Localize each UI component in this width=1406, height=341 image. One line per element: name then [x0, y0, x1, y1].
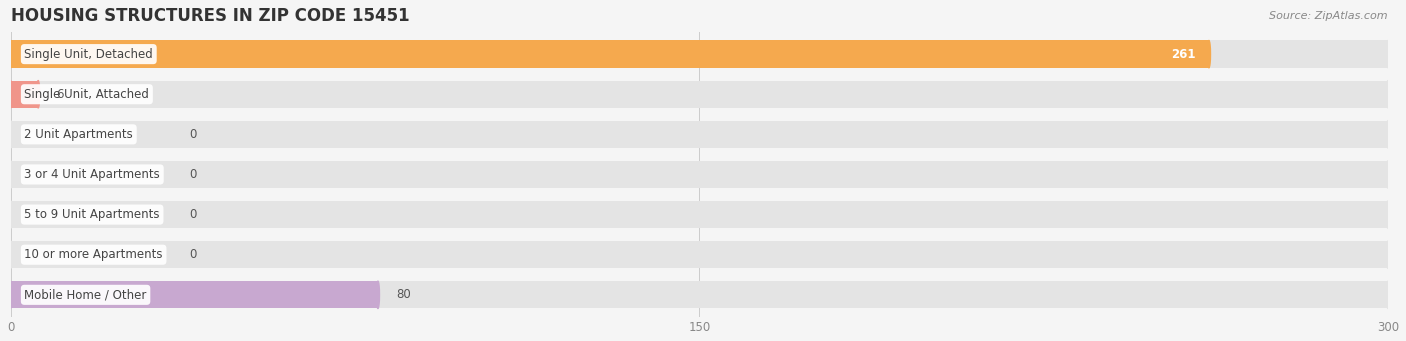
Circle shape [1386, 281, 1389, 309]
Text: 261: 261 [1171, 48, 1195, 61]
Circle shape [8, 281, 13, 309]
Circle shape [37, 80, 39, 108]
Circle shape [8, 161, 13, 188]
Circle shape [1386, 121, 1389, 148]
Text: 0: 0 [190, 208, 197, 221]
Text: 80: 80 [396, 288, 411, 301]
Circle shape [1386, 80, 1389, 108]
Circle shape [8, 281, 13, 309]
Circle shape [1386, 161, 1389, 188]
Bar [11, 161, 1388, 188]
Bar [11, 281, 378, 309]
Circle shape [8, 41, 13, 68]
Text: 5 to 9 Unit Apartments: 5 to 9 Unit Apartments [24, 208, 160, 221]
Circle shape [8, 80, 13, 108]
Bar [11, 241, 1388, 268]
Circle shape [1386, 201, 1389, 228]
Text: Single Unit, Attached: Single Unit, Attached [24, 88, 149, 101]
Circle shape [1386, 41, 1389, 68]
Text: 2 Unit Apartments: 2 Unit Apartments [24, 128, 134, 141]
Circle shape [8, 121, 13, 148]
Bar [11, 281, 1388, 309]
Text: 6: 6 [56, 88, 65, 101]
Text: 0: 0 [190, 128, 197, 141]
Circle shape [1208, 41, 1211, 68]
Text: Source: ZipAtlas.com: Source: ZipAtlas.com [1270, 11, 1388, 21]
Circle shape [1386, 241, 1389, 268]
Text: HOUSING STRUCTURES IN ZIP CODE 15451: HOUSING STRUCTURES IN ZIP CODE 15451 [11, 7, 409, 25]
Bar [11, 201, 1388, 228]
Bar [11, 41, 1388, 68]
Text: 0: 0 [190, 168, 197, 181]
Text: 3 or 4 Unit Apartments: 3 or 4 Unit Apartments [24, 168, 160, 181]
Bar [11, 121, 1388, 148]
Text: Single Unit, Detached: Single Unit, Detached [24, 48, 153, 61]
Text: 10 or more Apartments: 10 or more Apartments [24, 248, 163, 261]
Text: Mobile Home / Other: Mobile Home / Other [24, 288, 146, 301]
Circle shape [8, 41, 13, 68]
Bar [11, 41, 1209, 68]
Circle shape [8, 241, 13, 268]
Circle shape [8, 201, 13, 228]
Circle shape [8, 80, 13, 108]
Circle shape [377, 281, 380, 309]
Text: 0: 0 [190, 248, 197, 261]
Bar [11, 80, 38, 108]
Bar [11, 80, 1388, 108]
